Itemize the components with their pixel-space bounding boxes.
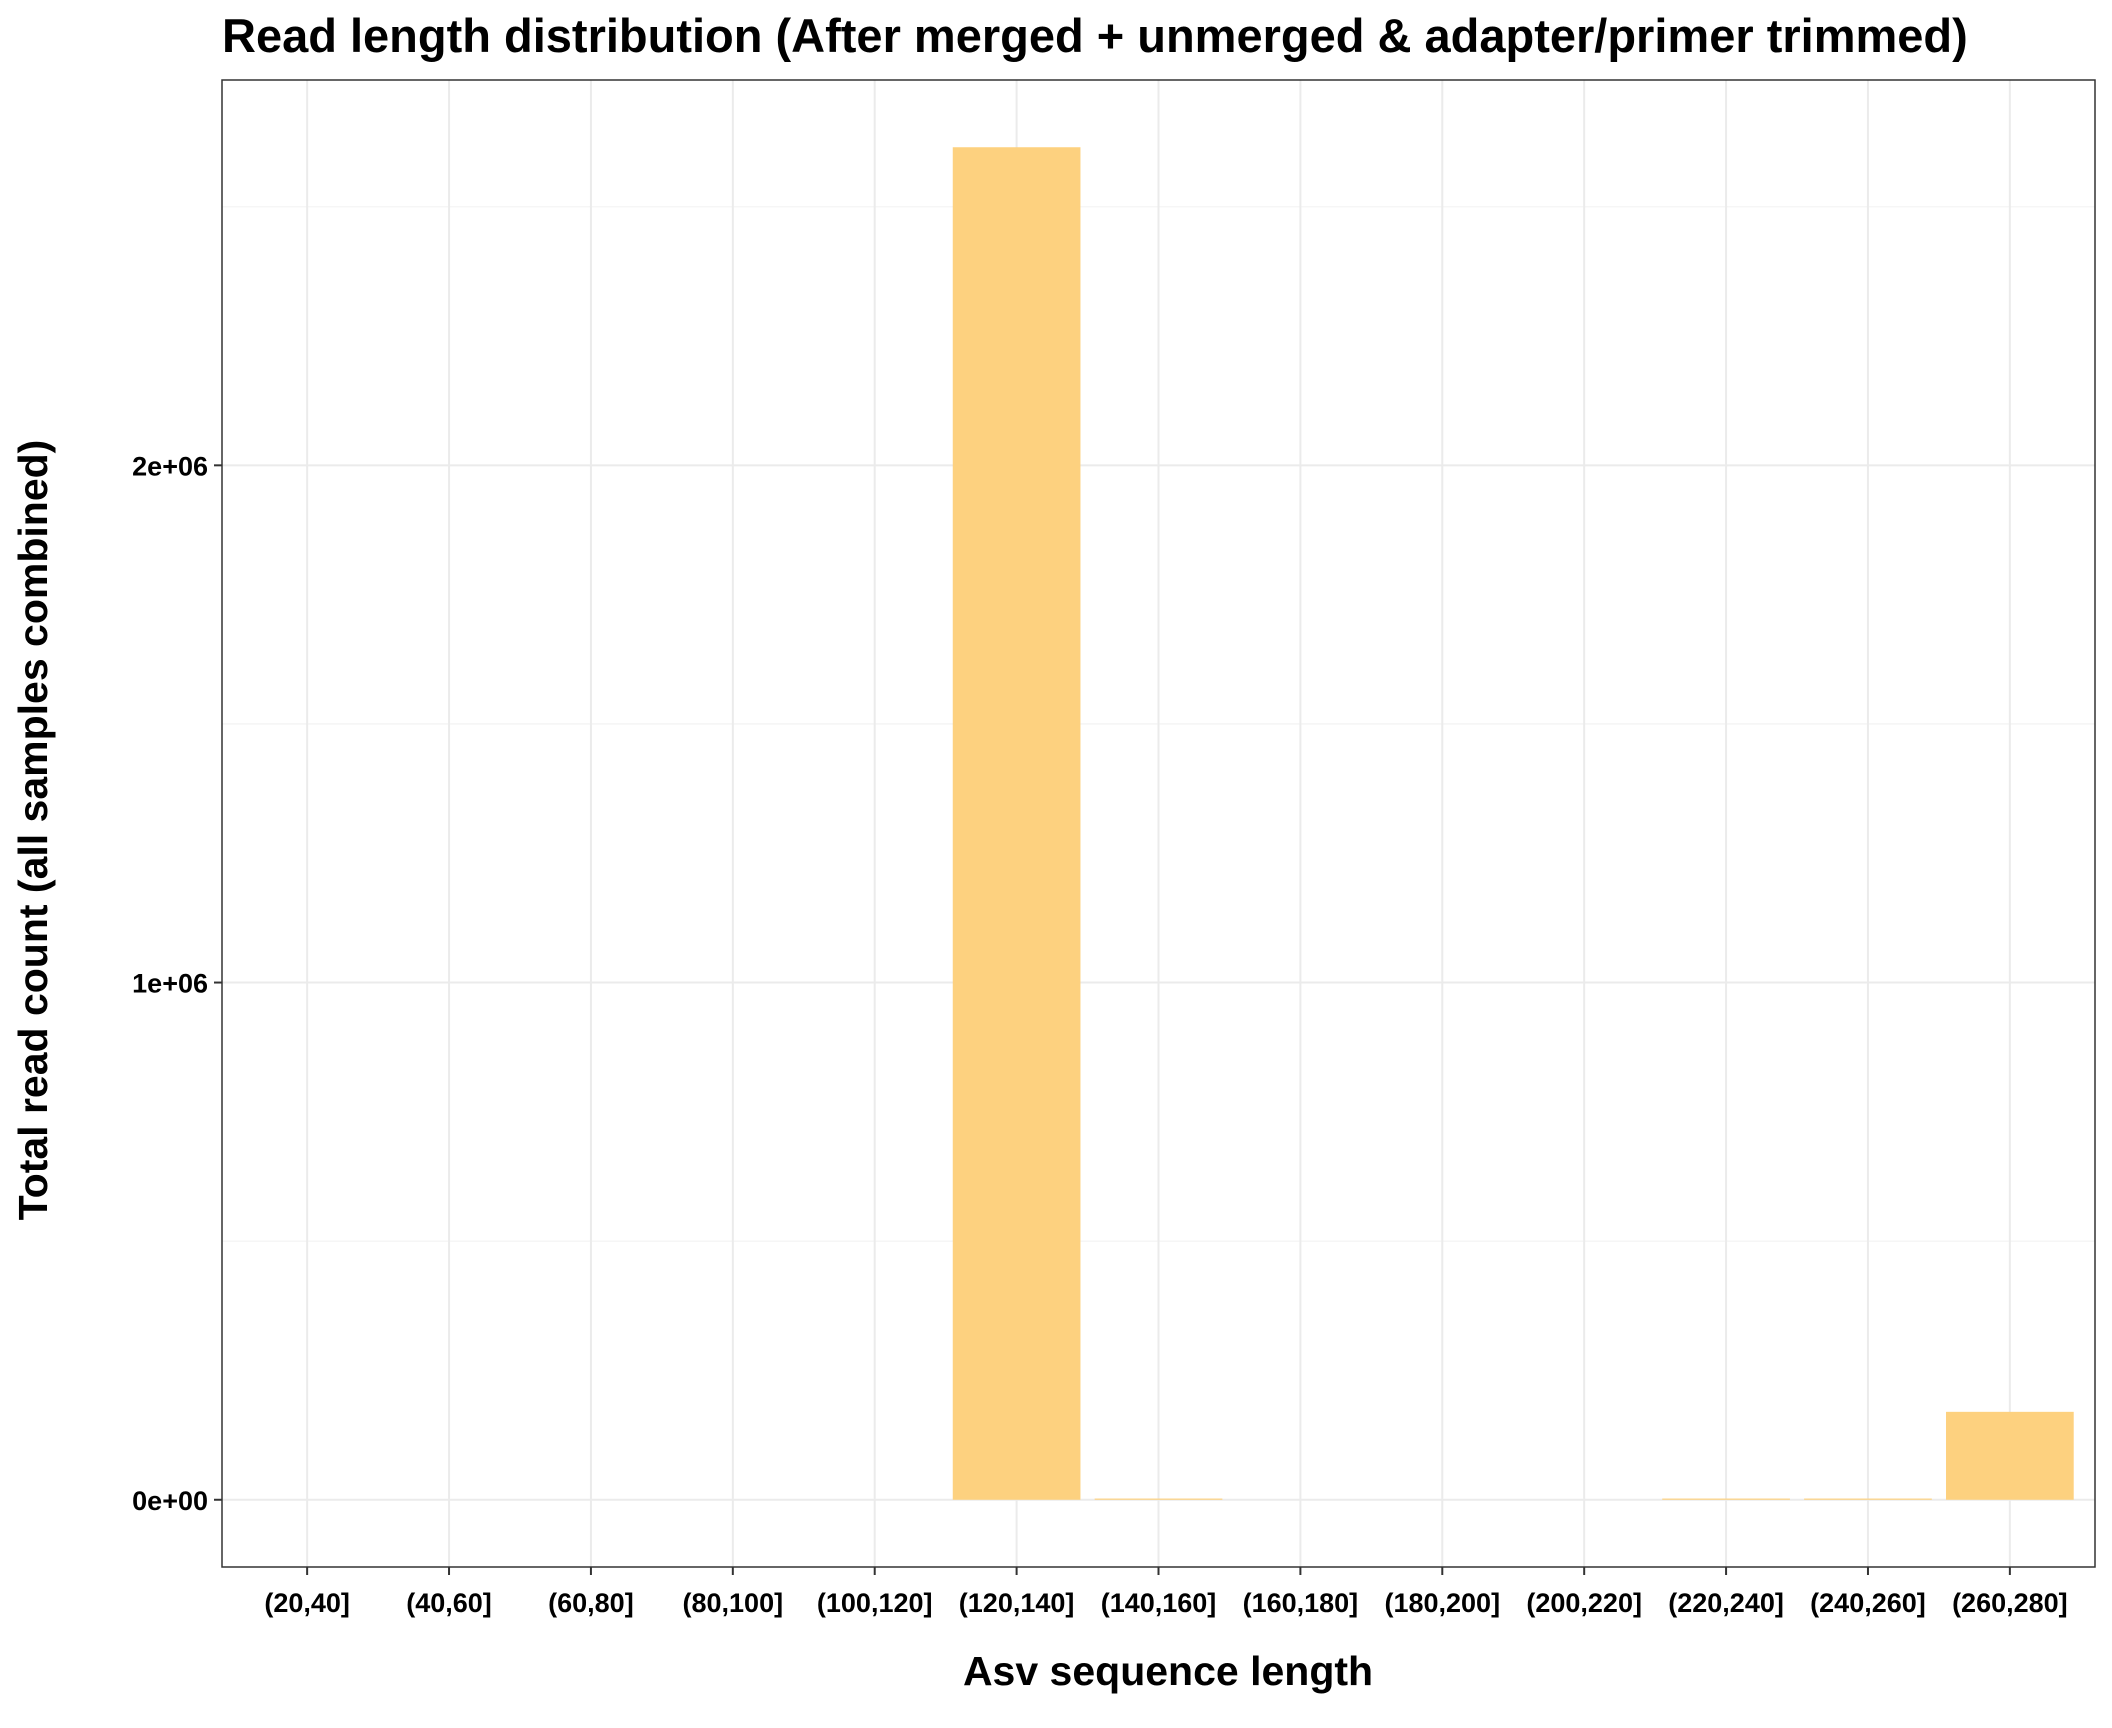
x-axis-title: Asv sequence length: [963, 1648, 1373, 1694]
grid: [222, 80, 2095, 1567]
x-tick-label: (20,40]: [264, 1588, 350, 1618]
bar: [1946, 1411, 2074, 1500]
y-tick-label: 1e+06: [132, 969, 208, 999]
x-tick-label: (100,120]: [817, 1588, 933, 1618]
bar: [1094, 1498, 1223, 1500]
x-tick-label: (140,160]: [1101, 1588, 1217, 1618]
x-tick-label: (80,100]: [683, 1588, 784, 1618]
bar: [1662, 1498, 1790, 1500]
x-tick-label: (220,240]: [1668, 1588, 1784, 1618]
x-tick-label: (40,60]: [406, 1588, 492, 1618]
x-tick-label: (180,200]: [1384, 1588, 1500, 1618]
x-tick-label: (240,260]: [1810, 1588, 1926, 1618]
y-axis: 0e+00 1e+06 2e+06: [132, 451, 222, 1516]
bar: [952, 147, 1081, 1500]
x-tick-label: (260,280]: [1952, 1588, 2068, 1618]
y-tick-label: 0e+00: [132, 1486, 208, 1516]
bar: [1804, 1498, 1932, 1500]
x-tick-label: (200,220]: [1526, 1588, 1642, 1618]
bars: [952, 147, 2074, 1500]
x-tick-label: (120,140]: [959, 1588, 1075, 1618]
x-tick-label: (160,180]: [1243, 1588, 1359, 1618]
x-tick-label: (60,80]: [548, 1588, 634, 1618]
chart-title: Read length distribution (After merged +…: [222, 9, 1968, 62]
x-axis: (20,40] (40,60] (60,80] (80,100] (100,120] (1…: [264, 1567, 2068, 1618]
y-axis-title: Total read count (all samples combined): [10, 440, 56, 1221]
y-tick-label: 2e+06: [132, 451, 208, 481]
